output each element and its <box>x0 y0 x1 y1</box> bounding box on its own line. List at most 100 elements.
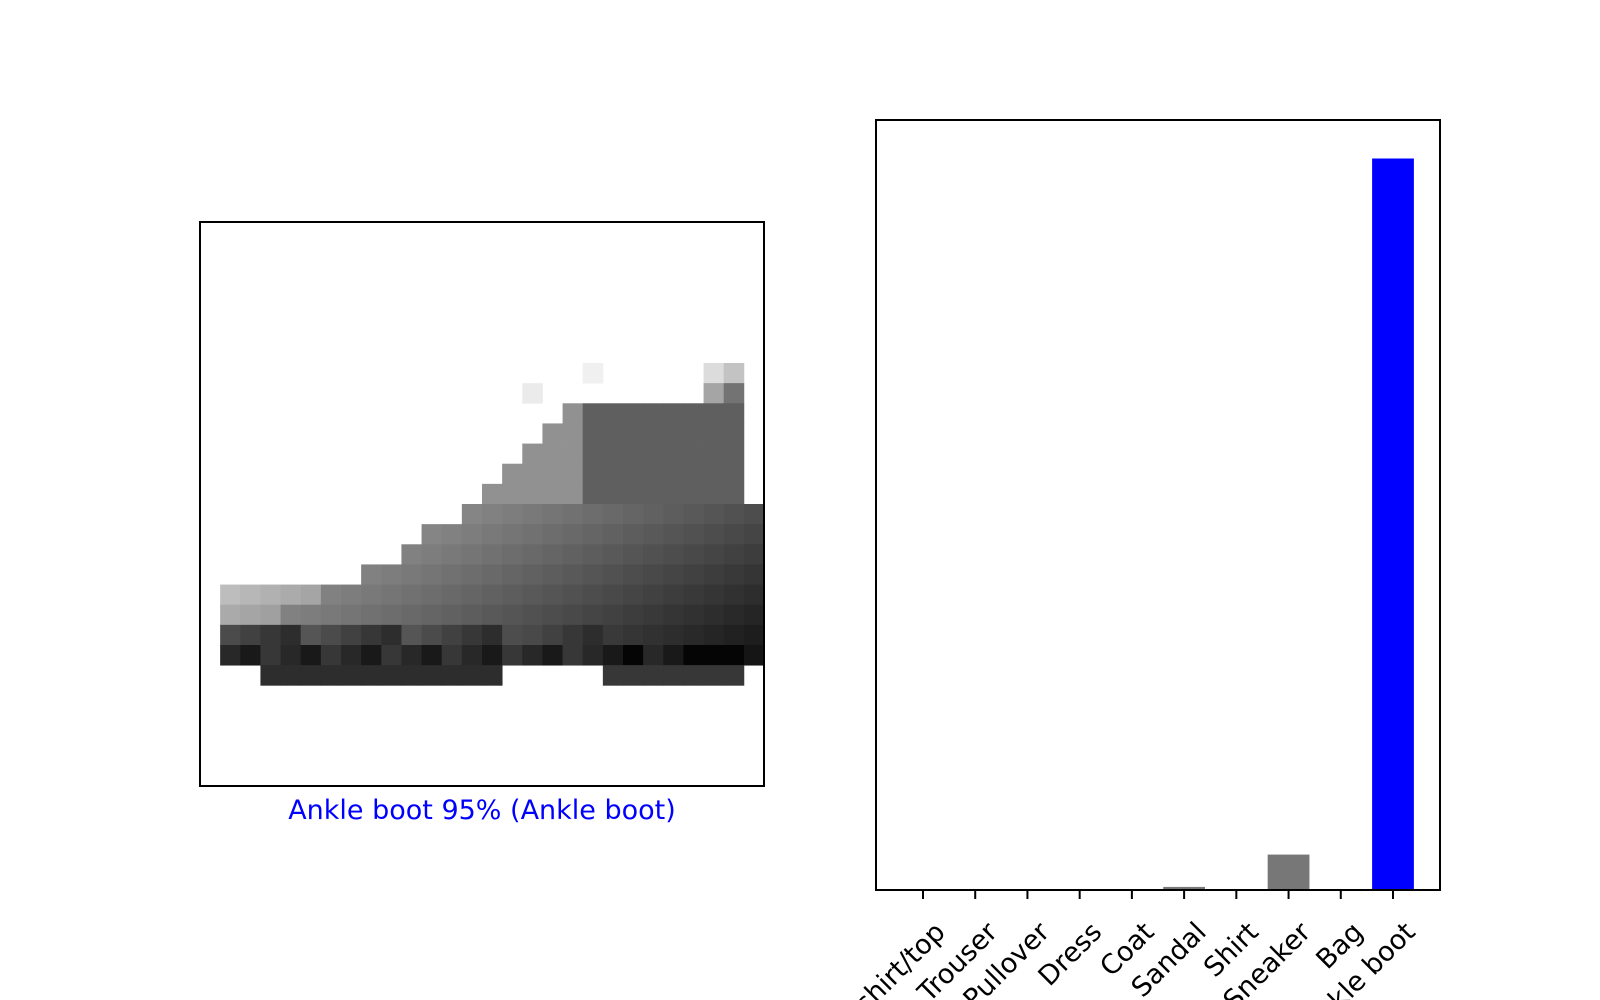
image-pixel <box>280 584 302 606</box>
image-pixel <box>320 645 342 666</box>
image-pixel <box>683 463 704 485</box>
image-pixel <box>421 624 443 646</box>
image-pixel <box>723 604 745 626</box>
image-pixel <box>623 645 644 666</box>
image-pixel <box>522 463 543 485</box>
image-pixel <box>260 624 281 646</box>
image-pixel <box>562 624 584 646</box>
image-pixel <box>461 504 483 525</box>
image-pixel <box>502 645 523 666</box>
image-pixel <box>300 624 322 646</box>
image-pixel <box>522 544 543 565</box>
image-pixel <box>542 604 563 626</box>
image-pixel <box>401 645 422 666</box>
image-pixel <box>522 604 543 626</box>
image-pixel <box>643 483 664 505</box>
image-pixel <box>723 524 745 545</box>
image-pixel <box>643 645 664 666</box>
image-pixel <box>240 604 261 626</box>
image-pixel <box>240 584 261 606</box>
image-pixel <box>582 504 604 525</box>
image-pixel <box>743 624 765 646</box>
image-pixel <box>663 564 684 585</box>
image-pixel <box>703 504 725 525</box>
image-pixel <box>643 564 664 585</box>
image-pixel <box>401 624 422 646</box>
image-pixel <box>723 443 745 465</box>
image-pixel <box>582 604 604 626</box>
image-pixel <box>663 584 684 606</box>
image-pixel <box>461 564 483 585</box>
image-pixel <box>441 524 463 545</box>
image-pixel <box>683 524 704 545</box>
image-pixel <box>643 544 664 565</box>
image-frame <box>199 221 765 787</box>
image-pixel <box>582 645 604 666</box>
image-pixel <box>482 584 503 606</box>
image-pixel <box>643 443 664 465</box>
image-pixel <box>643 504 664 525</box>
image-pixel <box>361 604 382 626</box>
image-pixel <box>542 463 563 485</box>
image-pixel <box>502 524 523 545</box>
image-pixel <box>743 645 765 666</box>
image-pixel <box>683 665 704 686</box>
image-pixel <box>441 665 463 686</box>
image-pixel <box>582 564 604 585</box>
image-pixel <box>441 564 463 585</box>
image-pixel <box>683 483 704 505</box>
image-pixel <box>381 624 402 646</box>
image-pixel <box>280 604 302 626</box>
image-pixel <box>623 624 644 646</box>
image-pixel <box>260 584 281 606</box>
image-pixel <box>663 483 684 505</box>
image-pixel <box>623 604 644 626</box>
image-pixel <box>461 604 483 626</box>
image-pixel <box>663 604 684 626</box>
image-pixel <box>361 624 382 646</box>
image-pixel <box>643 665 664 686</box>
image-pixel <box>502 544 523 565</box>
image-pixel <box>461 524 483 545</box>
image-pixel <box>723 483 745 505</box>
image-pixel <box>320 604 342 626</box>
image-pixel <box>743 564 765 585</box>
bar-ankle-boot <box>1372 158 1414 890</box>
image-pixel <box>542 423 563 444</box>
image-pixel <box>240 624 261 646</box>
image-pixel <box>602 443 624 465</box>
image-pixel <box>401 604 422 626</box>
image-pixel <box>502 463 523 485</box>
image-pixel <box>461 624 483 646</box>
image-pixel <box>743 544 765 565</box>
image-pixel <box>361 584 382 606</box>
image-pixel <box>723 665 745 686</box>
image-pixel <box>482 624 503 646</box>
image-pixel <box>260 645 281 666</box>
image-pixel <box>643 524 664 545</box>
image-pixel <box>341 665 362 686</box>
image-pixel <box>703 564 725 585</box>
image-pixel <box>703 665 725 686</box>
image-pixel <box>260 604 281 626</box>
image-pixel <box>482 604 503 626</box>
image-pixel <box>602 624 624 646</box>
image-pixel <box>381 665 402 686</box>
ankle-boot-image <box>220 363 765 686</box>
image-pixel <box>623 423 644 444</box>
image-pixel <box>683 584 704 606</box>
image-pixel <box>602 504 624 525</box>
image-pixel <box>602 403 624 424</box>
image-pixel <box>341 645 362 666</box>
image-pixel <box>461 584 483 606</box>
image-pixel <box>703 584 725 606</box>
image-pixel <box>220 645 241 666</box>
image-pixel <box>441 645 463 666</box>
image-pixel <box>623 483 644 505</box>
image-pixel <box>602 544 624 565</box>
image-pixel <box>582 423 604 444</box>
image-pixel <box>623 403 644 424</box>
bar-sandal <box>1163 886 1205 890</box>
image-pixel <box>542 624 563 646</box>
